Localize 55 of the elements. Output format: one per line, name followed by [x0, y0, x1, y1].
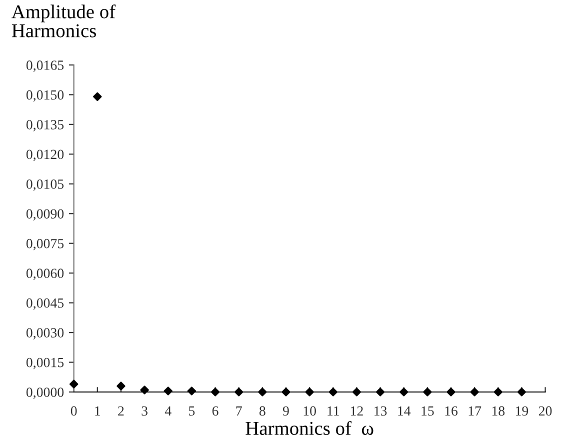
y-tick-label: 0,0075 [26, 238, 64, 250]
point [305, 388, 314, 396]
x-tick-label: 17 [468, 406, 482, 416]
x-tick-label: 12 [350, 406, 363, 416]
x-tick-label: 18 [492, 406, 505, 416]
x-tick-label: 13 [374, 406, 387, 416]
point [376, 388, 385, 396]
point [446, 388, 456, 396]
point [93, 92, 102, 102]
x-tick-label: 2 [118, 406, 124, 416]
x-tick-label: 14 [398, 406, 411, 416]
point [352, 388, 362, 396]
y-tick-label: 0,0135 [26, 120, 64, 132]
point [140, 386, 149, 394]
y-tick-label: 0,0045 [26, 298, 64, 310]
y-tick-label: 0,0165 [26, 60, 64, 72]
x-tick-label: 1 [95, 406, 100, 416]
point [328, 388, 338, 396]
point [164, 386, 172, 396]
y-tick-label: 0,0015 [26, 358, 64, 370]
point [423, 388, 432, 396]
y-tick-label: 0,0060 [26, 268, 64, 280]
y-tick-label: 0,0150 [26, 90, 64, 102]
point [517, 388, 526, 396]
y-tick-label: 0,0105 [26, 179, 64, 191]
x-tick-label: 6 [212, 406, 218, 416]
y-tick-label: 0,0030 [26, 328, 64, 340]
x-tick-label: 7 [236, 406, 242, 416]
x-tick-label: 3 [142, 406, 148, 416]
point [282, 388, 290, 396]
x-tick-label: 8 [259, 406, 266, 416]
point [470, 388, 479, 396]
y-tick-label: 0,0090 [26, 209, 64, 221]
x-tick-label: 19 [516, 406, 528, 416]
y-axis-title: Amplitude of Harmonics [12, 4, 116, 38]
x-tick-label: 11 [328, 406, 339, 416]
point [258, 388, 267, 396]
point [210, 388, 220, 396]
x-axis-title: Harmonics of ω [246, 421, 374, 435]
x-tick-label: 10 [304, 406, 316, 416]
point [69, 380, 78, 388]
x-tick-label: 0 [70, 406, 77, 416]
x-tick-label: 5 [189, 406, 195, 416]
point [187, 386, 196, 396]
x-tick-label: 15 [422, 406, 434, 416]
y-tick-label: 0,0000 [26, 388, 64, 399]
point [116, 382, 126, 390]
y-tick-label: 0,0120 [26, 150, 64, 162]
point [399, 388, 408, 396]
x-tick-label: 16 [445, 406, 458, 416]
point [494, 388, 503, 396]
point [234, 388, 244, 396]
x-tick-label: 4 [164, 406, 172, 416]
x-tick-label: 9 [282, 406, 289, 416]
x-tick-label: 20 [538, 406, 552, 416]
